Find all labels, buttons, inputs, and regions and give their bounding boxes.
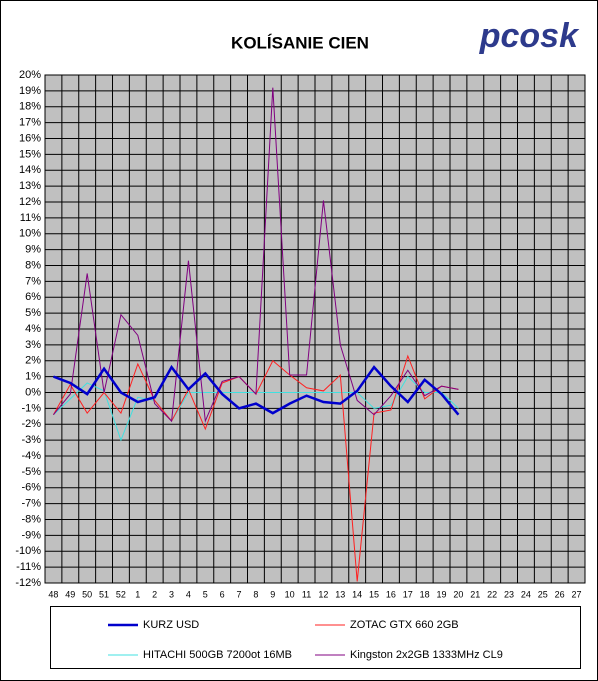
y-tick-label: 16% xyxy=(19,132,41,144)
x-tick-label: 8 xyxy=(253,589,258,599)
y-tick-label: -5% xyxy=(21,466,41,478)
y-tick-label: 19% xyxy=(19,85,41,97)
x-tick-label: 50 xyxy=(82,589,92,599)
y-tick-label: 13% xyxy=(19,180,41,192)
x-tick-label: 52 xyxy=(116,589,126,599)
x-tick-label: 27 xyxy=(572,589,582,599)
y-tick-label: 18% xyxy=(19,101,41,113)
y-tick-label: 5% xyxy=(25,307,41,319)
x-tick-label: 11 xyxy=(302,589,311,599)
legend-label: ZOTAC GTX 660 2GB xyxy=(350,619,459,631)
x-tick-label: 16 xyxy=(386,589,396,599)
y-tick-label: -12% xyxy=(15,577,41,589)
x-tick-label: 14 xyxy=(352,589,362,599)
x-tick-label: 15 xyxy=(369,589,379,599)
y-tick-label: 15% xyxy=(19,148,41,160)
x-tick-label: 18 xyxy=(420,589,430,599)
y-tick-label: 10% xyxy=(19,228,41,240)
y-tick-label: 8% xyxy=(25,259,41,271)
y-tick-label: 3% xyxy=(25,339,41,351)
x-tick-label: 12 xyxy=(318,589,328,599)
y-tick-label: -8% xyxy=(21,513,41,525)
series-line xyxy=(53,87,459,424)
y-tick-label: 9% xyxy=(25,244,41,256)
y-tick-label: 2% xyxy=(25,355,41,367)
x-tick-label: 19 xyxy=(437,589,447,599)
y-tick-label: -10% xyxy=(15,545,41,557)
x-tick-label: 49 xyxy=(65,589,75,599)
series-line xyxy=(52,364,460,416)
chart-title: KOLÍSANIE CIEN xyxy=(231,33,369,52)
y-tick-label: -9% xyxy=(21,529,41,541)
legend-label: KURZ USD xyxy=(143,619,199,631)
y-tick-label: -6% xyxy=(21,482,41,494)
y-tick-label: 11% xyxy=(20,212,41,224)
x-tick-label: 13 xyxy=(335,589,345,599)
x-tick-label: 26 xyxy=(555,589,565,599)
y-tick-label: 17% xyxy=(19,117,41,129)
x-tick-label: 9 xyxy=(270,589,275,599)
legend-box xyxy=(50,606,581,669)
y-tick-label: 12% xyxy=(19,196,41,208)
y-tick-label: 14% xyxy=(19,164,41,176)
x-tick-label: 4 xyxy=(186,589,191,599)
x-tick-label: 24 xyxy=(521,589,531,599)
y-tick-label: 7% xyxy=(25,275,41,287)
x-tick-label: 17 xyxy=(403,589,413,599)
y-tick-label: -1% xyxy=(21,402,41,414)
x-tick-label: 5 xyxy=(203,589,208,599)
y-tick-label: 1% xyxy=(25,371,41,383)
y-tick-label: 4% xyxy=(25,323,41,335)
x-tick-label: 2 xyxy=(152,589,157,599)
x-tick-label: 3 xyxy=(169,589,174,599)
x-tick-label: 7 xyxy=(237,589,242,599)
y-tick-label: 20% xyxy=(19,69,41,81)
logo: pcosk xyxy=(479,17,580,55)
y-tick-label: -11% xyxy=(16,561,41,573)
x-tick-label: 25 xyxy=(538,589,548,599)
x-tick-label: 20 xyxy=(453,589,463,599)
legend-label: HITACHI 500GB 7200ot 16MB xyxy=(143,649,292,661)
y-tick-label: 6% xyxy=(25,291,41,303)
y-tick-label: -4% xyxy=(21,450,41,462)
x-tick-label: 48 xyxy=(48,589,58,599)
x-tick-label: 23 xyxy=(504,589,514,599)
y-tick-label: -2% xyxy=(21,418,41,430)
x-tick-label: 1 xyxy=(135,589,140,599)
x-tick-label: 22 xyxy=(487,589,497,599)
x-tick-label: 10 xyxy=(285,589,295,599)
y-tick-label: -3% xyxy=(21,434,41,446)
x-tick-label: 21 xyxy=(470,589,480,599)
x-tick-label: 51 xyxy=(99,589,109,599)
y-tick-label: -7% xyxy=(21,498,41,510)
x-tick-label: 6 xyxy=(220,589,225,599)
y-tick-label: 0% xyxy=(25,386,41,398)
legend-label: Kingston 2x2GB 1333MHz CL9 xyxy=(350,649,503,661)
